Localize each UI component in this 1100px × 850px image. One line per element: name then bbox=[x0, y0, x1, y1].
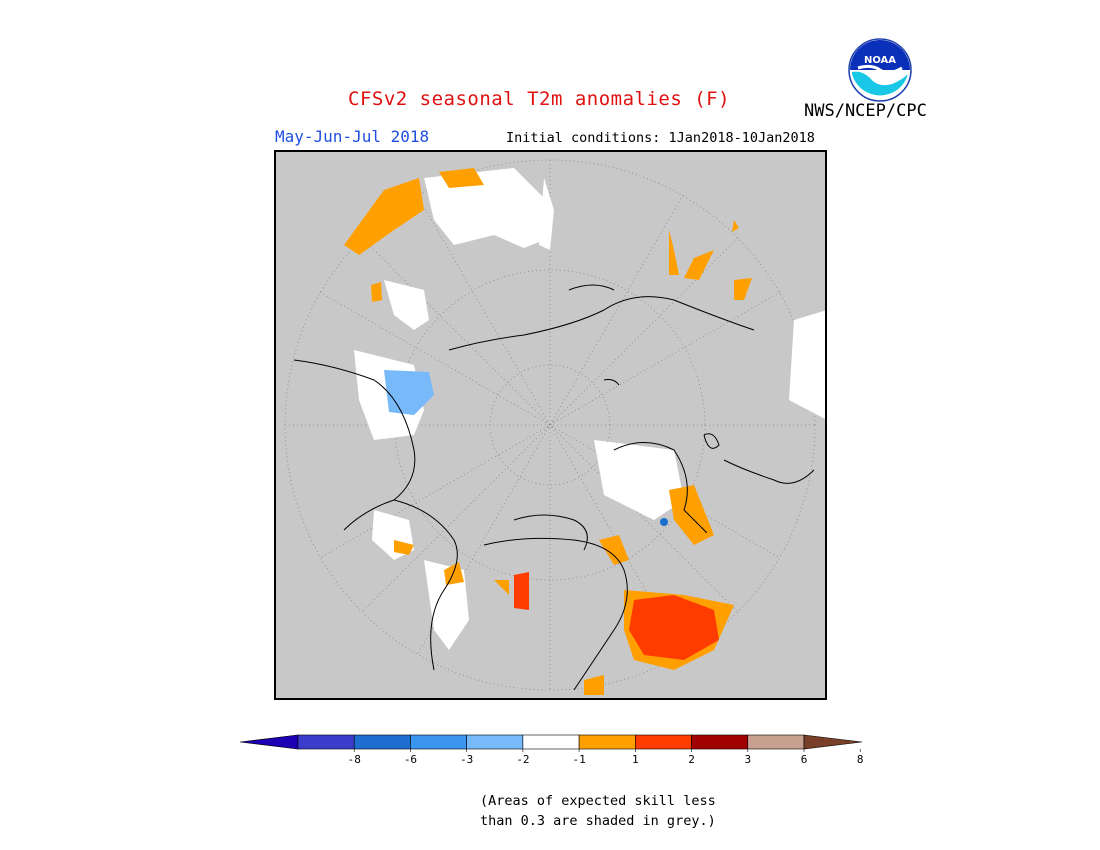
meridian bbox=[416, 194, 684, 656]
legend-tick-label: 6 bbox=[801, 753, 808, 766]
legend-tick-label: -6 bbox=[404, 753, 417, 766]
legend-swatch bbox=[803, 734, 863, 750]
legend-tick-label: -3 bbox=[460, 753, 473, 766]
map-frame bbox=[274, 150, 827, 700]
forecast-period: May-Jun-Jul 2018 bbox=[275, 127, 430, 146]
initial-conditions: Initial conditions: 1Jan2018-10Jan2018 bbox=[506, 130, 815, 146]
color-legend: -8 -6 -3 -2 -1 1 2 3 6 8 bbox=[239, 734, 864, 766]
legend-swatch bbox=[466, 734, 524, 750]
meridian bbox=[416, 194, 684, 656]
legend-swatch bbox=[239, 734, 299, 750]
legend-tick-label: -2 bbox=[516, 753, 529, 766]
legend-tick-label: 8 bbox=[857, 753, 864, 766]
legend-swatch bbox=[635, 734, 692, 750]
legend-swatch bbox=[522, 734, 580, 750]
legend-tick-label: -8 bbox=[348, 753, 361, 766]
near-normal-areas bbox=[354, 168, 827, 650]
polar-map bbox=[274, 150, 827, 700]
meridian bbox=[319, 291, 781, 559]
legend-tick-label: 2 bbox=[688, 753, 695, 766]
legend-swatch bbox=[747, 734, 805, 750]
legend-swatch bbox=[410, 734, 467, 750]
coastlines bbox=[293, 284, 815, 691]
noaa-logo: NOAA bbox=[848, 38, 912, 102]
skill-footnote: (Areas of expected skill less than 0.3 a… bbox=[480, 791, 716, 831]
legend-swatch bbox=[578, 734, 636, 750]
agency-label: NWS/NCEP/CPC bbox=[804, 101, 927, 121]
legend-swatch bbox=[691, 734, 749, 750]
noaa-logo-text: NOAA bbox=[864, 55, 896, 66]
color-legend-boxes bbox=[239, 734, 863, 750]
legend-tick-label: -1 bbox=[572, 753, 585, 766]
legend-tick-label: 1 bbox=[632, 753, 639, 766]
map-title: CFSv2 seasonal T2m anomalies (F) bbox=[348, 88, 731, 110]
legend-swatch bbox=[353, 734, 411, 750]
anomaly-plus2-areas bbox=[514, 572, 719, 660]
legend-tick-label: 3 bbox=[744, 753, 751, 766]
footnote-line-2: than 0.3 are shaded in grey.) bbox=[480, 813, 716, 829]
color-legend-labels: -8 -6 -3 -2 -1 1 2 3 6 8 bbox=[348, 749, 864, 766]
meridian bbox=[319, 291, 781, 559]
legend-swatch bbox=[297, 734, 355, 750]
footnote-line-1: (Areas of expected skill less bbox=[480, 793, 716, 809]
